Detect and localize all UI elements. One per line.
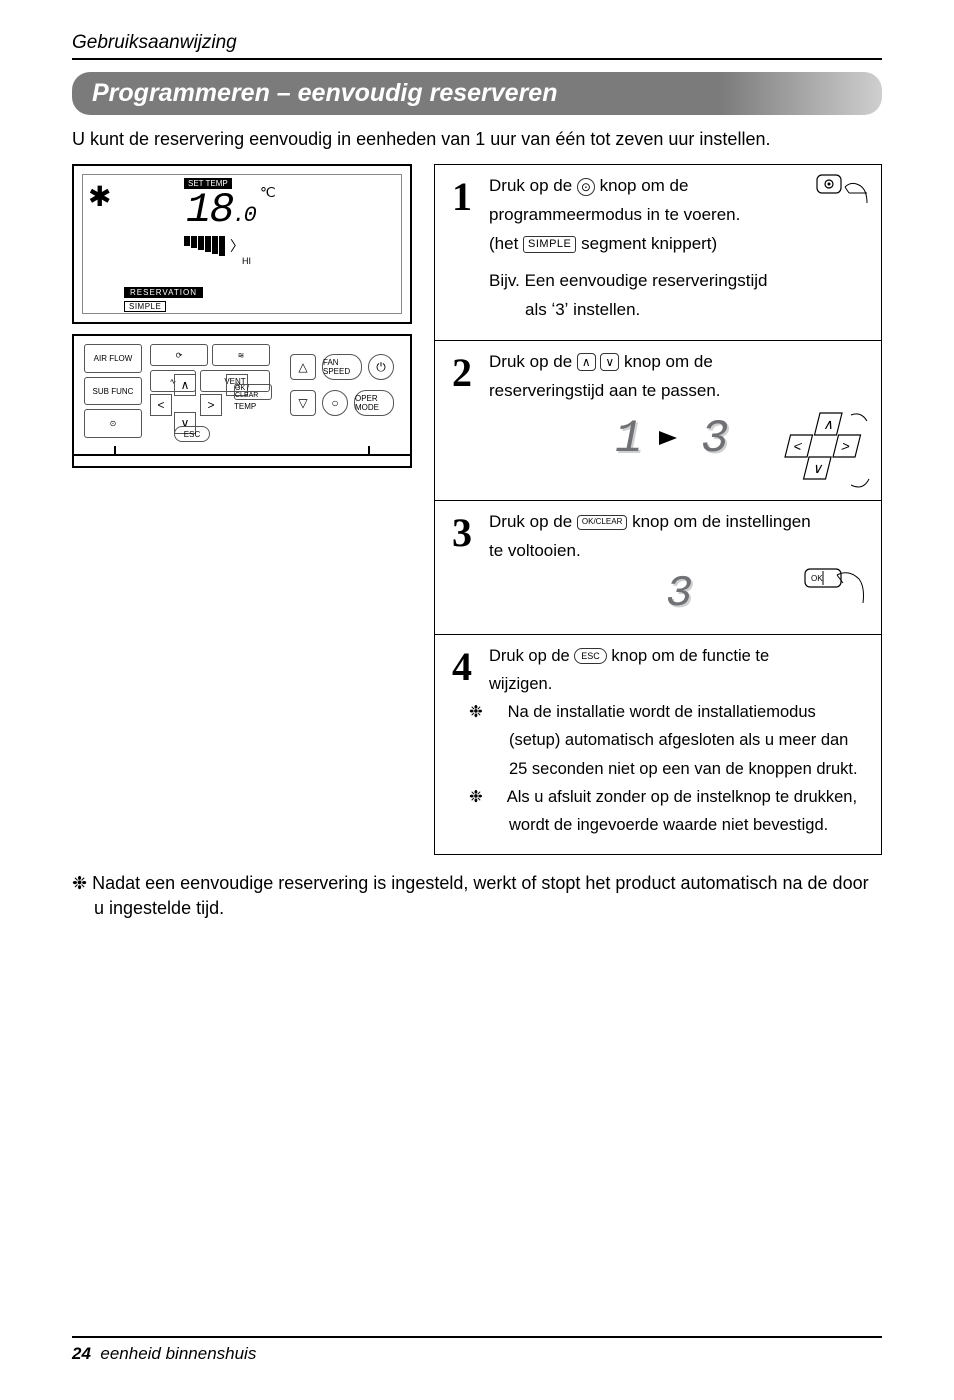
step-4-line2: wijzigen. (489, 673, 867, 695)
lcd-number: 18.0 (186, 186, 255, 234)
segment-3-result-icon: 3 3 (658, 569, 698, 615)
arrow-left-button[interactable]: < (150, 394, 172, 416)
svg-text:3: 3 (666, 569, 692, 615)
down-icon: ∨ (600, 353, 619, 371)
lcd-number-decimal: .0 (232, 203, 254, 228)
step-3-text-b: knop om de instellingen (632, 512, 811, 531)
svg-text:<: < (792, 439, 804, 455)
timer-button[interactable]: ⊙ (84, 409, 142, 438)
svg-text:∨: ∨ (811, 461, 825, 477)
ok-press-icon: OK (801, 565, 867, 618)
step-4-text-b: knop om de functie te (611, 647, 769, 665)
step-1-line3a: (het (489, 234, 523, 253)
lcd-number-main: 18 (186, 186, 232, 234)
step-4-text-a: Druk op de (489, 647, 574, 665)
segment-1-icon: 1 1 (603, 413, 643, 463)
up-triangle-button[interactable]: △ (290, 354, 316, 380)
up-icon: ∧ (577, 353, 596, 371)
footer-rule (72, 1336, 882, 1338)
lcd-simple-badge: SIMPLE (124, 301, 166, 312)
step-1-line4: Bijv. Een eenvoudige reserveringstijd (489, 270, 867, 293)
step-1-text-a: Druk op de (489, 176, 577, 195)
step-4: 4 Druk op de ESC knop om de functie te w… (435, 634, 881, 855)
down-triangle-button[interactable]: ▽ (290, 390, 316, 416)
step-2-text-a: Druk op de (489, 352, 577, 371)
footer-note: ❉ Nadat een eenvoudige reservering is in… (72, 871, 882, 920)
lcd-reservation-badge: RESERVATION (124, 287, 203, 298)
snowflake-icon: ✱ (88, 180, 111, 213)
footer-label: eenheid binnenshuis (100, 1344, 256, 1363)
footer-note-line1: Nadat een eenvoudige reservering is inge… (92, 873, 868, 893)
flake-icon: ❉ (489, 701, 503, 723)
arrow-pad-press-icon: ∧ ∨ < > (781, 409, 871, 500)
fan-speed-button[interactable]: FAN SPEED (322, 354, 362, 380)
flake-icon: ❉ (72, 873, 87, 893)
step-3: 3 Druk op de OK/CLEAR knop om de instell… (435, 500, 881, 634)
timer-icon: ⊙ (577, 178, 595, 196)
page-number: 24 (72, 1344, 91, 1363)
esc-icon: ESC (574, 648, 607, 664)
svg-text:1: 1 (615, 413, 643, 463)
step-4-note-1: ❉ Na de installatie wordt de installatie… (489, 701, 867, 723)
step-2: 2 Druk op de ∧ ∨ knop om de reserverings… (435, 340, 881, 500)
step-4-note-1a: Na de installatie wordt de installatiemo… (508, 703, 816, 721)
step-2-text-b: knop om de (624, 352, 713, 371)
svg-text:∧: ∧ (822, 417, 836, 433)
arrow-right-button[interactable]: > (200, 394, 222, 416)
step-2-line2: reserveringstijd aan te passen. (489, 380, 867, 403)
page-title: Programmeren – eenvoudig reserveren (72, 72, 882, 115)
lcd-bars: 〉 (184, 236, 244, 256)
lcd-panel: ✱ SET TEMP 18.0 ℃ 〉 HI RESERVATION SIMPL… (72, 164, 412, 324)
step-4-note-1b: (setup) automatisch afgesloten als u mee… (489, 729, 867, 751)
arrow-pad: ∧ ∨ < > ⌂ (150, 374, 222, 434)
simple-segment-box: SIMPLE (523, 236, 576, 253)
step-4-note-2b: wordt de ingevoerde waarde niet bevestig… (489, 814, 867, 836)
step-3-line2: te voltooien. (489, 540, 867, 563)
content-row: ✱ SET TEMP 18.0 ℃ 〉 HI RESERVATION SIMPL… (72, 164, 882, 855)
step-1-text-b: knop om de (600, 176, 689, 195)
device-column: ✱ SET TEMP 18.0 ℃ 〉 HI RESERVATION SIMPL… (72, 164, 420, 468)
step-4-note-1c: 25 seconden niet op een van de knoppen d… (489, 758, 867, 780)
flake-icon: ❉ (489, 786, 503, 808)
svg-text:>: > (840, 439, 852, 455)
step-1-line3b: segment knippert) (581, 234, 717, 253)
esc-button[interactable]: ESC (174, 426, 210, 442)
step-1-line5: als ʻ3ʼ instellen. (489, 299, 867, 322)
lcd-degree: ℃ (260, 184, 276, 201)
header-rule (72, 58, 882, 60)
step-3-text-a: Druk op de (489, 512, 577, 531)
svg-text:OK: OK (811, 574, 823, 583)
sub-func-button[interactable]: SUB FUNC (84, 377, 142, 406)
temp-label: TEMP (234, 402, 256, 411)
power-button[interactable]: ⏻ (368, 354, 394, 380)
page-footer: 24 eenheid binnenshuis (72, 1336, 882, 1364)
footer-note-line2: u ingestelde tijd. (72, 896, 882, 920)
step-1-line2: programmeermodus in te voeren. (489, 204, 867, 227)
control-panel: AIR FLOW SUB FUNC ⊙ ⟳ ≋ ∿ VENT ∧ ∨ (72, 334, 412, 468)
hand-press-icon (815, 173, 871, 224)
step-4-number: 4 (445, 645, 479, 843)
ok-clear-icon: OK/CLEAR (577, 515, 627, 530)
step-1: 1 Druk op de ⊙ knop om de (435, 165, 881, 340)
wave-button[interactable]: ≋ (212, 344, 270, 366)
header-doc-label: Gebruiksaanwijzing (72, 32, 882, 54)
step-3-number: 3 (445, 511, 479, 622)
arrow-right-icon (659, 431, 677, 445)
oper-mode-button[interactable]: OPER MODE (354, 390, 394, 416)
svg-text:3: 3 (701, 413, 729, 463)
intro-text: U kunt de reservering eenvoudig in eenhe… (72, 129, 882, 150)
steps-column: 1 Druk op de ⊙ knop om de (434, 164, 882, 855)
air-flow-button[interactable]: AIR FLOW (84, 344, 142, 373)
swirl-button[interactable]: ⟳ (150, 344, 208, 366)
lcd-hi-label: HI (242, 256, 251, 266)
ok-clear-button[interactable]: OK / CLEAR (234, 384, 272, 400)
step-4-note-2: ❉ Als u afsluit zonder op de instelknop … (489, 786, 867, 808)
step-1-number: 1 (445, 175, 479, 328)
step-4-note-2a: Als u afsluit zonder op de instelknop te… (507, 788, 857, 806)
segment-3-icon: 3 3 (693, 413, 733, 463)
circle-button[interactable]: ○ (322, 390, 348, 416)
arrow-up-button[interactable]: ∧ (174, 374, 196, 396)
